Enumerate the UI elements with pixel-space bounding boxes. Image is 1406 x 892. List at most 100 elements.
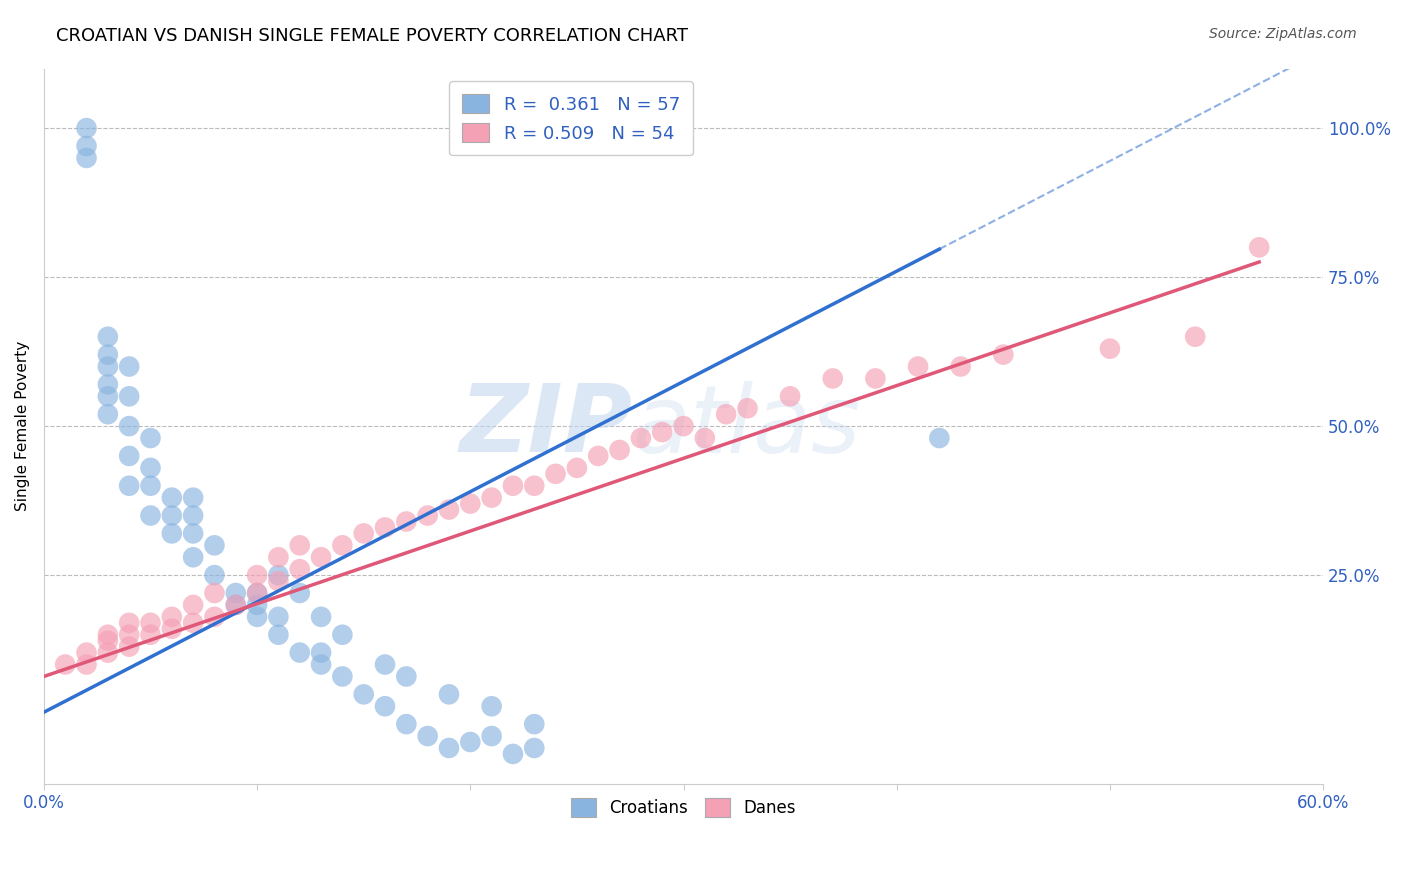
- Point: [267, 568, 290, 582]
- Point: [97, 359, 120, 374]
- Point: [416, 508, 439, 523]
- Y-axis label: Single Female Poverty: Single Female Poverty: [15, 341, 30, 511]
- Point: [672, 419, 695, 434]
- Point: [693, 431, 716, 445]
- Point: [586, 449, 609, 463]
- Point: [1098, 342, 1121, 356]
- Point: [160, 508, 183, 523]
- Point: [309, 610, 332, 624]
- Point: [993, 348, 1015, 362]
- Point: [246, 610, 269, 624]
- Point: [181, 598, 204, 612]
- Point: [160, 526, 183, 541]
- Point: [204, 568, 226, 582]
- Point: [225, 598, 247, 612]
- Point: [395, 669, 418, 683]
- Point: [523, 741, 546, 756]
- Point: [97, 329, 120, 343]
- Point: [118, 389, 141, 403]
- Point: [118, 640, 141, 654]
- Point: [76, 121, 98, 136]
- Point: [246, 598, 269, 612]
- Point: [523, 717, 546, 731]
- Point: [139, 431, 162, 445]
- Point: [288, 586, 311, 600]
- Point: [737, 401, 759, 416]
- Point: [246, 568, 269, 582]
- Point: [416, 729, 439, 743]
- Text: Source: ZipAtlas.com: Source: ZipAtlas.com: [1209, 27, 1357, 41]
- Point: [118, 628, 141, 642]
- Point: [160, 622, 183, 636]
- Point: [118, 615, 141, 630]
- Point: [502, 479, 524, 493]
- Point: [353, 687, 375, 701]
- Point: [225, 586, 247, 600]
- Point: [204, 538, 226, 552]
- Point: [309, 657, 332, 672]
- Point: [97, 633, 120, 648]
- Point: [76, 657, 98, 672]
- Point: [181, 491, 204, 505]
- Point: [332, 538, 354, 552]
- Point: [139, 479, 162, 493]
- Point: [481, 729, 503, 743]
- Text: CROATIAN VS DANISH SINGLE FEMALE POVERTY CORRELATION CHART: CROATIAN VS DANISH SINGLE FEMALE POVERTY…: [56, 27, 689, 45]
- Point: [267, 574, 290, 588]
- Point: [309, 550, 332, 565]
- Point: [928, 431, 950, 445]
- Point: [181, 508, 204, 523]
- Point: [246, 586, 269, 600]
- Point: [458, 497, 481, 511]
- Point: [267, 550, 290, 565]
- Point: [714, 407, 737, 421]
- Text: atlas: atlas: [633, 381, 860, 472]
- Point: [160, 610, 183, 624]
- Point: [481, 699, 503, 714]
- Point: [949, 359, 972, 374]
- Point: [97, 628, 120, 642]
- Point: [458, 735, 481, 749]
- Point: [118, 449, 141, 463]
- Point: [865, 371, 887, 385]
- Point: [118, 359, 141, 374]
- Point: [523, 479, 546, 493]
- Point: [288, 562, 311, 576]
- Point: [609, 442, 631, 457]
- Point: [651, 425, 673, 439]
- Point: [374, 657, 396, 672]
- Point: [437, 741, 460, 756]
- Point: [288, 538, 311, 552]
- Point: [53, 657, 76, 672]
- Point: [374, 699, 396, 714]
- Point: [246, 586, 269, 600]
- Point: [437, 502, 460, 516]
- Point: [481, 491, 503, 505]
- Point: [395, 515, 418, 529]
- Point: [204, 586, 226, 600]
- Point: [630, 431, 652, 445]
- Point: [118, 479, 141, 493]
- Point: [204, 610, 226, 624]
- Point: [181, 615, 204, 630]
- Point: [76, 139, 98, 153]
- Point: [544, 467, 567, 481]
- Point: [139, 615, 162, 630]
- Point: [181, 550, 204, 565]
- Point: [395, 717, 418, 731]
- Point: [139, 460, 162, 475]
- Point: [160, 491, 183, 505]
- Point: [1184, 329, 1206, 343]
- Point: [181, 526, 204, 541]
- Point: [97, 348, 120, 362]
- Text: ZIP: ZIP: [460, 380, 633, 472]
- Point: [97, 377, 120, 392]
- Point: [139, 508, 162, 523]
- Point: [353, 526, 375, 541]
- Point: [97, 389, 120, 403]
- Point: [267, 610, 290, 624]
- Point: [437, 687, 460, 701]
- Point: [309, 646, 332, 660]
- Point: [332, 669, 354, 683]
- Point: [76, 151, 98, 165]
